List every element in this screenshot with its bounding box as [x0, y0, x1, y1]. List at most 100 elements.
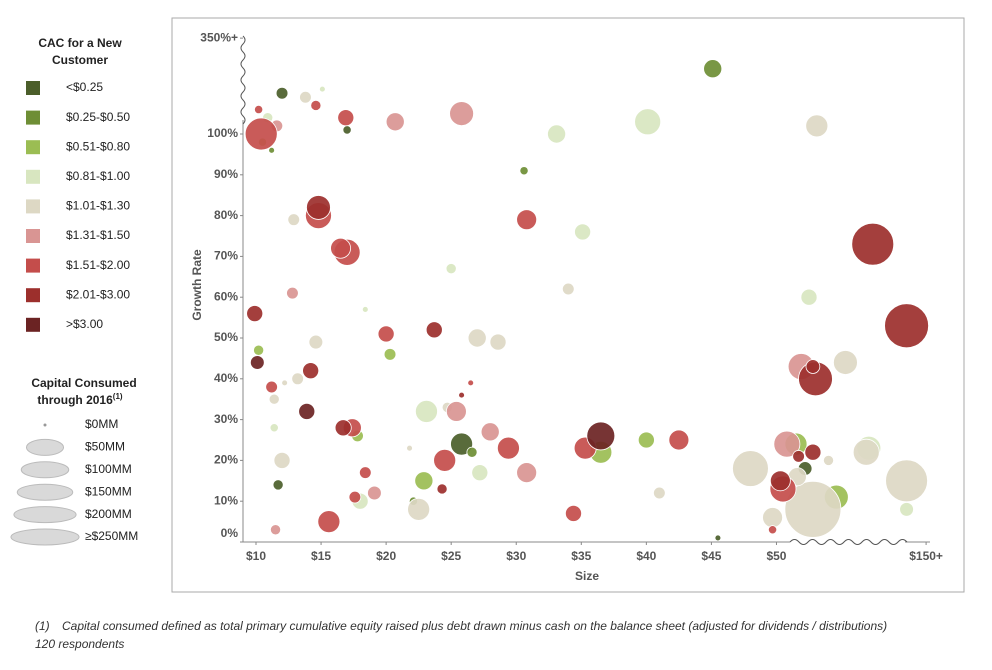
y-tick-label: 0% [221, 526, 239, 540]
y-tick-label: 70% [214, 249, 238, 263]
bubble [407, 497, 431, 521]
bubble [287, 213, 301, 226]
bubble [885, 459, 928, 503]
bubble [306, 195, 331, 220]
size-legend-title: through 2016(1) [37, 392, 122, 407]
bubble [804, 443, 822, 461]
plot-frame [171, 17, 965, 593]
bubble [414, 471, 434, 491]
bubble [383, 348, 397, 361]
bubble [449, 101, 474, 126]
bubble [634, 108, 662, 136]
bubble [480, 422, 500, 442]
legend-label: >$3.00 [66, 317, 103, 331]
bubble [270, 524, 282, 536]
legend-swatch [26, 140, 40, 155]
bubble [246, 305, 264, 323]
legend-swatch [26, 229, 40, 243]
y-tick-label: 20% [214, 453, 238, 467]
bubble [714, 534, 722, 542]
bubble [467, 379, 475, 387]
bubble [565, 504, 582, 522]
bubble [299, 90, 312, 104]
bubble [496, 436, 520, 460]
legend-label: $2.01-$3.00 [66, 287, 130, 301]
bubble [415, 399, 438, 423]
bubble [471, 464, 489, 482]
legend-swatch [26, 81, 40, 95]
bubble [769, 470, 791, 492]
bubble [406, 444, 413, 452]
size-legend-note: (1) [113, 392, 123, 401]
size-legend-mark [16, 483, 74, 501]
x-tick-label: $35 [571, 549, 591, 563]
y-tick-label: 30% [214, 412, 238, 426]
bubble [377, 325, 395, 343]
size-legend-label: $200MM [85, 507, 132, 521]
bubble [586, 421, 616, 451]
size-legend-mark [25, 438, 65, 456]
x-axis-label: Size [575, 569, 599, 583]
legend-label: $1.31-$1.50 [66, 228, 130, 242]
bubble [273, 451, 291, 469]
bubble [466, 446, 478, 458]
x-tick-label: $25 [441, 549, 461, 563]
bubble [337, 109, 355, 127]
legend-label: $0.25-$0.50 [66, 110, 130, 124]
bubble [805, 359, 821, 374]
bubble [792, 450, 805, 463]
legend-label: $0.81-$1.00 [66, 169, 130, 183]
size-legend-mark [13, 506, 77, 524]
x-tick-label: $30 [506, 549, 526, 563]
bubble [732, 450, 769, 487]
size-legend-label: $100MM [85, 462, 132, 476]
size-legend-label: $150MM [85, 484, 132, 498]
bubble [668, 429, 690, 451]
bubble [302, 362, 320, 380]
bubble [268, 146, 275, 154]
bubble [265, 380, 278, 394]
bubble [561, 282, 575, 296]
bubble [773, 430, 801, 458]
bubble [275, 86, 289, 100]
size-legend-mark [43, 423, 47, 427]
bubble [445, 401, 467, 422]
size-legend-mark [20, 461, 70, 479]
x-tick-label: $45 [701, 549, 721, 563]
y-tick-label: 80% [214, 208, 238, 222]
bubble [317, 510, 341, 534]
y-tick-label: 40% [214, 371, 238, 385]
bubble [425, 321, 443, 339]
y-tick-label: 50% [214, 330, 238, 344]
bubble [851, 222, 895, 266]
bubble [348, 490, 362, 504]
size-legend-mark [10, 528, 80, 546]
bubble [298, 402, 316, 420]
x-axis-break [789, 539, 908, 545]
bubble [268, 393, 280, 405]
legend-label: <$0.25 [66, 80, 103, 94]
legend-swatch [26, 199, 40, 214]
legend-swatch [26, 288, 40, 303]
bubble [310, 99, 322, 111]
bubble [253, 344, 265, 356]
legend-label: $1.01-$1.30 [66, 199, 130, 213]
legend-label: $1.51-$2.00 [66, 258, 130, 272]
bubble [519, 166, 529, 176]
bubble [574, 223, 592, 241]
bubble [852, 438, 880, 466]
bubble [767, 525, 778, 535]
x-tick-label: $10 [246, 549, 266, 563]
bubble [269, 423, 279, 433]
legend-title: Customer [52, 53, 108, 67]
bubble [361, 306, 369, 313]
legend-swatch [26, 169, 40, 184]
y-axis-label: Growth Rate [190, 249, 204, 321]
bubble [805, 114, 829, 138]
bubble [254, 104, 264, 115]
legend-label: $0.51-$0.80 [66, 139, 130, 153]
bubble [308, 334, 324, 350]
y-tick-label: 60% [214, 289, 238, 303]
bubble [784, 480, 842, 538]
